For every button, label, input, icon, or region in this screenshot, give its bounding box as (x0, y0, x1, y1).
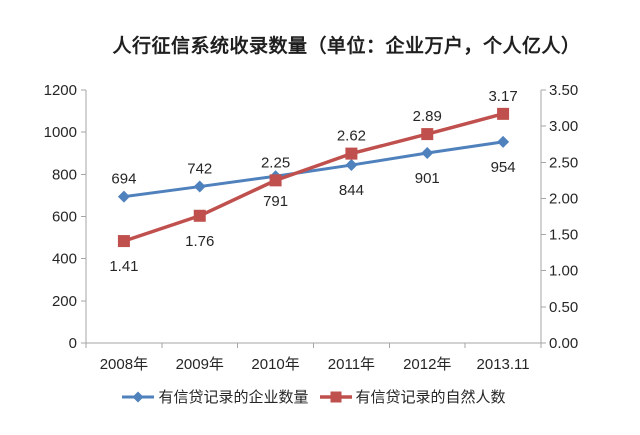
right-axis-tick-label: 3.50 (549, 82, 578, 99)
square-marker (497, 107, 510, 120)
x-axis-category-label: 2013.11 (477, 356, 530, 373)
data-label: 791 (263, 193, 288, 210)
right-axis-tick-label: 2.50 (549, 154, 578, 171)
x-axis-category-label: 2008年 (100, 356, 148, 373)
data-label: 2.89 (413, 108, 442, 125)
x-axis-category-label: 2012年 (403, 356, 451, 373)
left-axis-tick-label: 400 (52, 251, 77, 268)
data-label: 742 (187, 161, 212, 178)
square-marker (269, 174, 282, 187)
diamond-marker (497, 135, 510, 148)
square-marker (193, 209, 206, 222)
right-axis-tick-label: 2.00 (549, 190, 578, 207)
chart-title: 人行征信系统收录数量（单位：企业万户，个人亿人） (112, 36, 581, 57)
legend-square-marker (330, 391, 341, 402)
data-label: 694 (111, 171, 136, 188)
square-legend-swatch-icon (319, 391, 352, 402)
right-axis-tick-label: 0.00 (549, 335, 578, 352)
legend-item-enterprise: 有信贷记录的企业数量 (121, 386, 309, 407)
legend-label: 有信贷记录的自然人数 (355, 389, 506, 406)
series-person: 1.41 1.76 2.25 2.62 2.89 3.17 (109, 88, 517, 275)
left-axis-tick-label: 600 (52, 209, 77, 226)
legend-label: 有信贷记录的企业数量 (158, 389, 309, 406)
left-axis-tick-label: 1200 (44, 82, 77, 99)
data-label: 1.76 (185, 233, 214, 250)
right-axis-tick-label: 0.50 (549, 299, 578, 316)
left-axis-tick-label: 0 (69, 335, 77, 352)
data-label: 2.25 (261, 154, 290, 171)
diamond-marker (193, 180, 206, 193)
square-marker (421, 128, 434, 141)
diamond-marker (345, 159, 358, 172)
axes (81, 89, 546, 348)
square-marker (117, 235, 130, 248)
right-axis-tick-label: 1.50 (549, 227, 578, 244)
diamond-marker (421, 147, 434, 160)
left-axis-tick-label: 200 (52, 293, 77, 310)
data-label: 3.17 (488, 88, 517, 105)
series-line (122, 112, 505, 243)
legend-diamond-marker (132, 391, 144, 402)
data-label: 901 (415, 170, 440, 187)
data-label: 844 (339, 182, 364, 199)
legend: 有信贷记录的企业数量 有信贷记录的自然人数 (86, 386, 541, 407)
data-label: 954 (491, 159, 516, 176)
series-enterprise: 694 742 791 844 901 954 (111, 135, 516, 210)
square-marker (345, 147, 358, 160)
x-axis-category-label: 2009年 (176, 356, 224, 373)
left-axis-tick-label: 1000 (44, 124, 77, 141)
series-line (122, 140, 505, 199)
diamond-marker (117, 190, 130, 203)
data-label: 1.41 (109, 258, 138, 275)
x-axis-category-label: 2010年 (251, 356, 299, 373)
x-axis-category-label: 2011年 (328, 356, 375, 373)
data-label: 2.62 (337, 128, 366, 145)
diamond-legend-swatch-icon (122, 391, 155, 402)
left-axis-tick-label: 800 (52, 166, 77, 183)
legend-item-person: 有信贷记录的自然人数 (319, 386, 506, 407)
right-axis-tick-label: 3.00 (549, 118, 578, 135)
right-axis-tick-label: 1.00 (549, 263, 578, 280)
